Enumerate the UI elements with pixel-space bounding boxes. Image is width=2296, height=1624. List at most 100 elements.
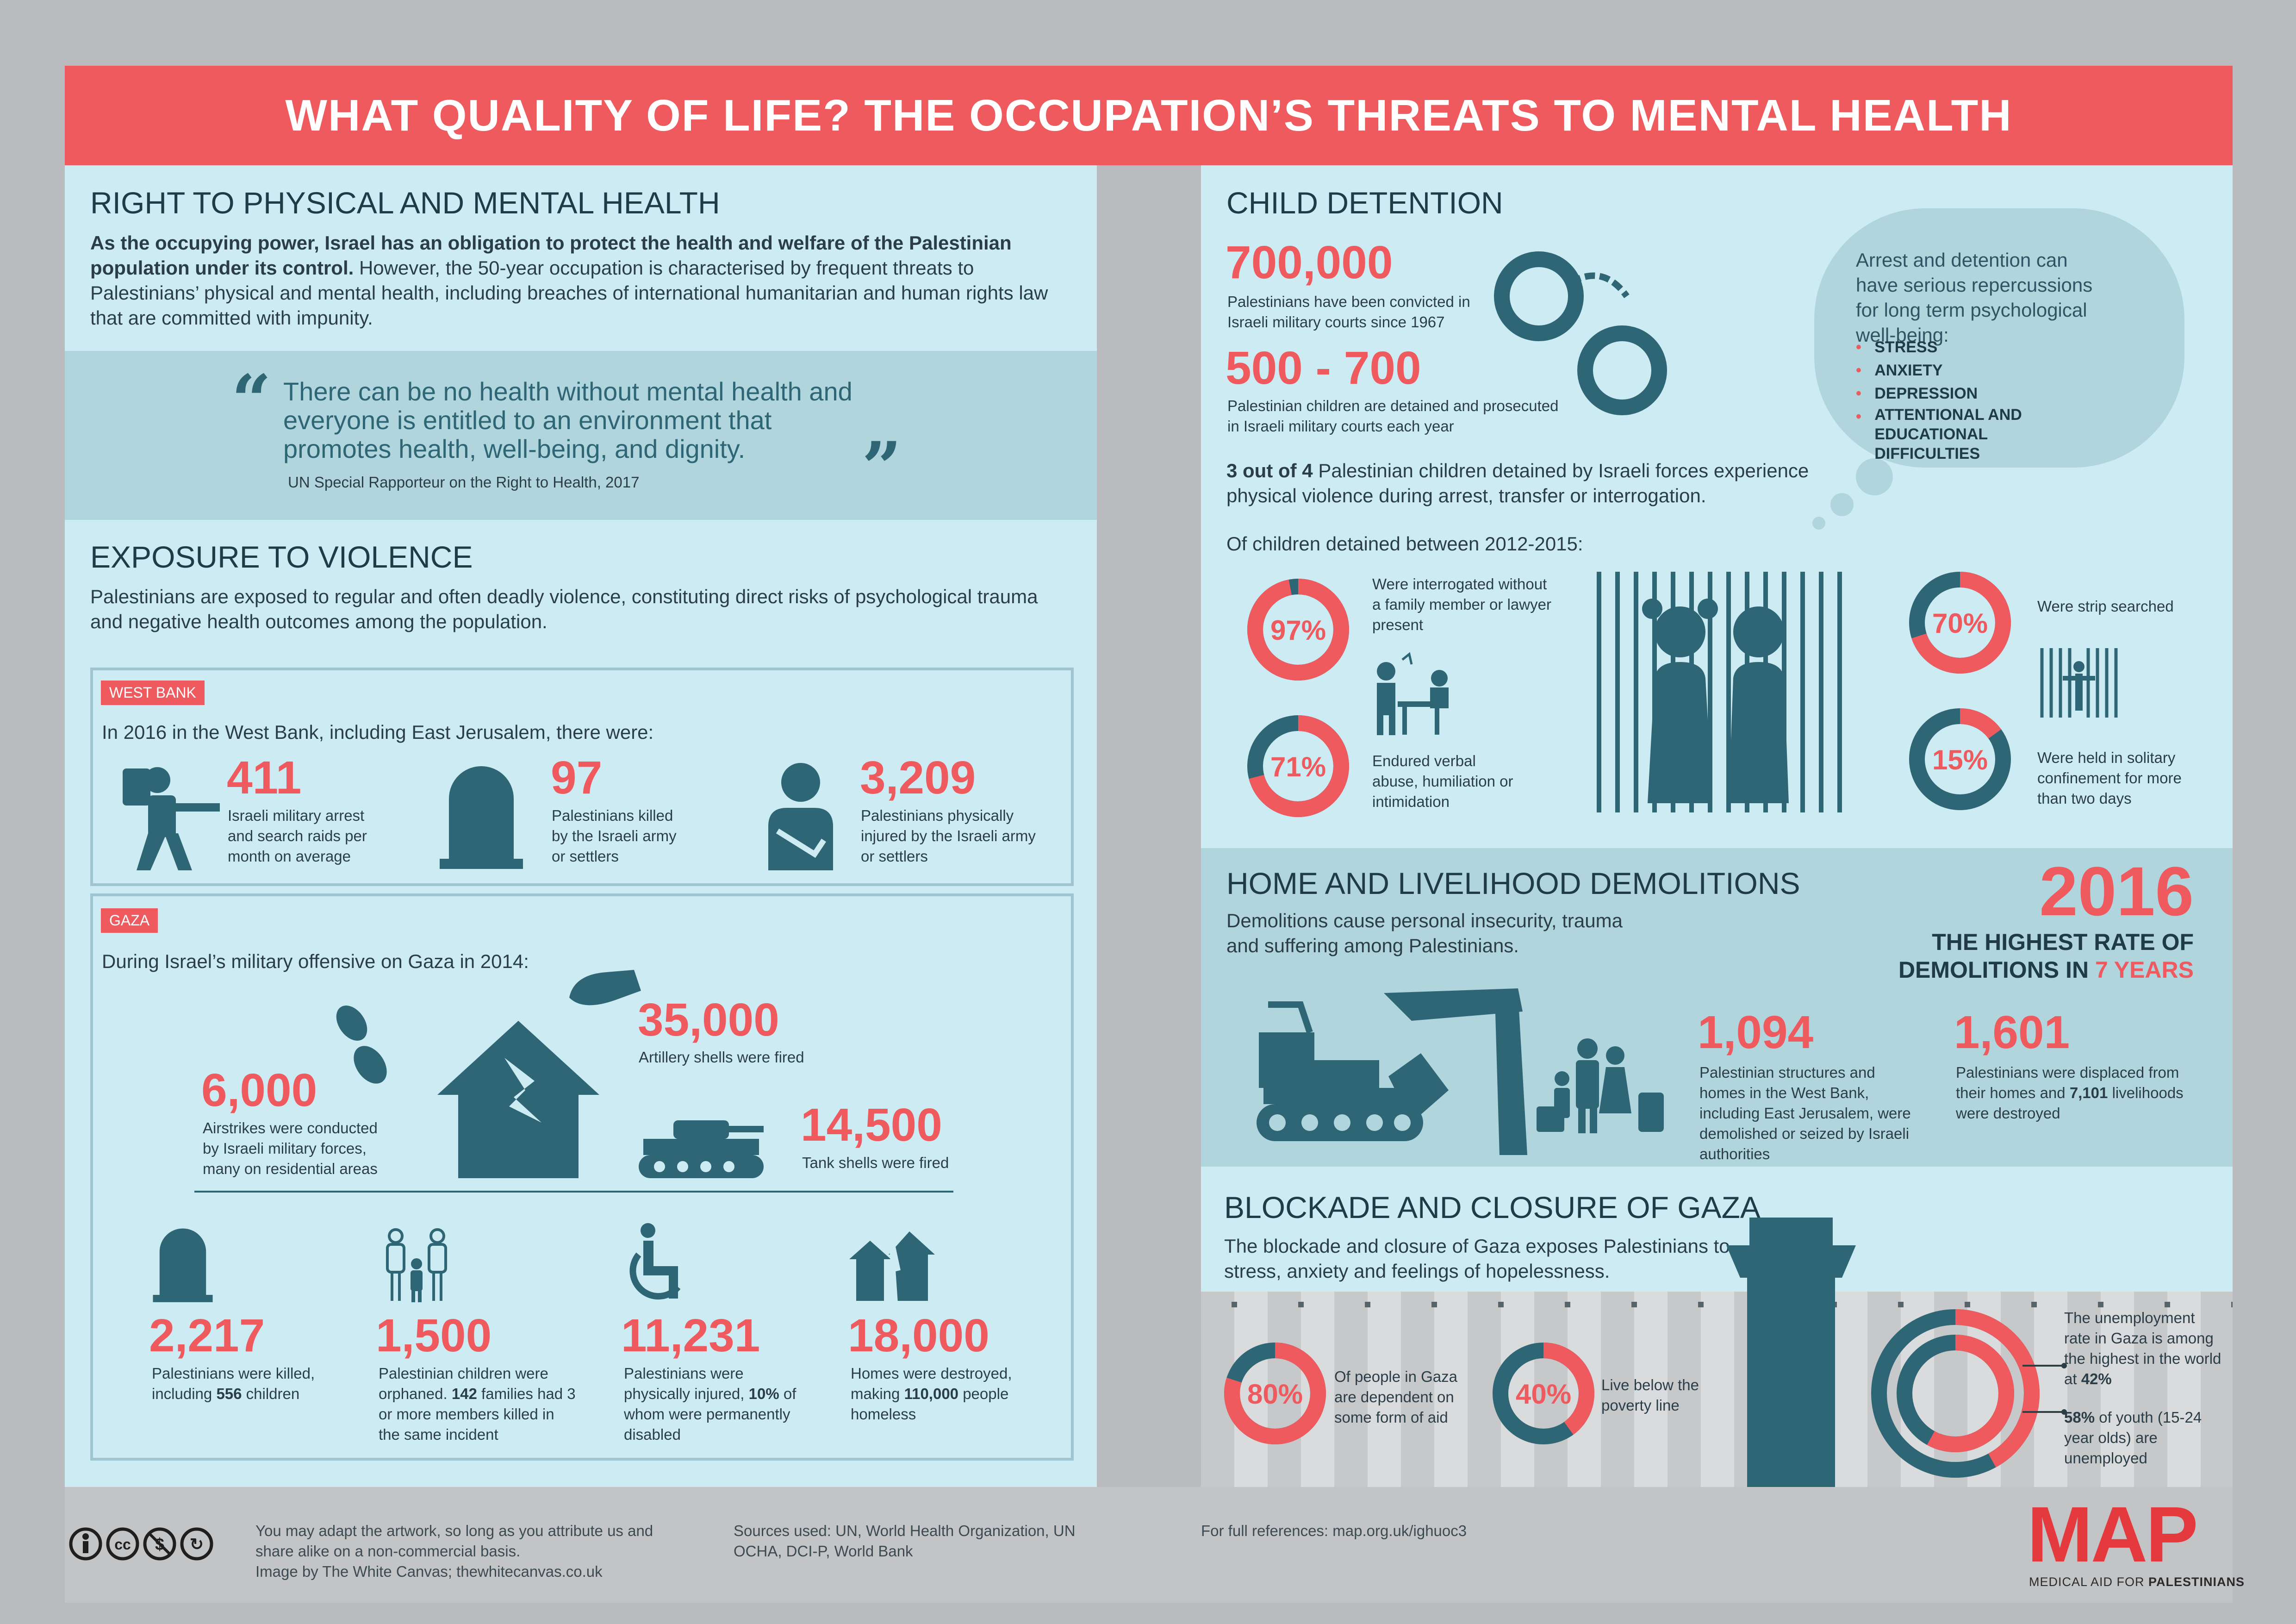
donut-70: 70% [1909,572,2011,674]
donut-value-label: 71% [1270,751,1326,782]
demolitions-highest: THE HIGHEST RATE OF DEMOLITIONS IN 7 YEA… [1805,928,2194,984]
stat-11231-label-b: of whom were permanently disabled [624,1385,796,1443]
map-logo-subtitle-b: PALESTINIANS [2148,1575,2245,1589]
right-to-health-text: As the occupying power, Israel has an ob… [90,231,1058,331]
displaced-family-icon [1537,1038,1664,1133]
stat-1601-label: Palestinians were displaced from their h… [1956,1062,2201,1124]
stat-3209: 3,209 [860,752,976,804]
donut-arc [1493,1343,1594,1444]
right-to-health-bold: As the occupying power, Israel has an ob… [90,232,1012,279]
cloud-item-anxiety-label: ANXIETY [1874,362,1943,379]
stat-2217-label: Palestinians were killed, including 556 … [152,1363,337,1404]
footer-references: For full references: map.org.uk/ighuoc3 [1201,1522,1467,1539]
stat-1094: 1,094 [1698,1006,1814,1058]
stat-18000-label: Homes were destroyed, making 110,000 peo… [851,1363,1036,1424]
youth-label: 58% of youth (15-24 year olds) are unemp… [2064,1407,2212,1468]
blockade-heading: BLOCKADE AND CLOSURE OF GAZA [1224,1190,1761,1224]
stat-2217-label-b: children [242,1385,300,1402]
callout-lines [2022,1363,2067,1415]
stat-11231-label: Palestinians were physically injured, 10… [624,1363,809,1445]
stat-411-label: Israeli military arrest and search raids… [228,807,367,865]
stat-11231: 11,231 [621,1310,760,1362]
excavator-arm-icon [1384,988,1527,1155]
wheelchair-icon [629,1223,681,1300]
page-title: WHAT QUALITY OF LIFE? THE OCCUPATION’S T… [65,66,2233,165]
stat-500-700: 500 - 700 [1226,342,1421,394]
cloud-item-attentional-label: ATTENTIONAL AND EDUCATIONAL DIFFICULTIES [1874,406,2022,462]
cloud-item-stress: • STRESS [1856,338,1938,356]
footer-credit: Image by The White Canvas; thewhitecanva… [255,1563,603,1580]
stat-6000-label: Airstrikes were conducted by Israeli mil… [203,1119,378,1177]
unemployment-label: The unemployment rate in Gaza is among t… [2064,1308,2221,1389]
stat-1500-bold: 142 [451,1385,477,1402]
donut-value-label: 15% [1932,744,1988,775]
soldier-icon [123,767,220,870]
youth-bold: 58% [2064,1409,2095,1426]
donut-97: 97% [1247,579,1349,681]
stat-11231-label-a: Palestinians were physically injured, [624,1365,749,1402]
donut-value-label: 70% [1932,608,1988,639]
donut-arc [1909,708,2011,810]
donut-71: 71% [1247,715,1349,817]
blockade-wall-dots [1201,1302,2233,1307]
unemployment-ring-42 [1871,1309,2040,1478]
map-logo: MAP [2027,1491,2198,1579]
footer-bar [65,1487,2233,1603]
footer-license: You may adapt the artwork, so long as yo… [255,1522,653,1560]
cc-license-icons: cc $ ↻ [69,1527,213,1561]
stat-14500-label: Tank shells were fired [802,1154,949,1171]
stat-1500-label: Palestinian children were orphaned. 142 … [379,1363,578,1445]
stat-700000-label: Palestinians have been convicted in Isra… [1227,293,1470,331]
three-of-four-body: Palestinian children detained by Israeli… [1226,460,1809,506]
stat-18000: 18,000 [848,1310,989,1362]
youth-text: of youth (15-24 year olds) are unemploye… [2064,1409,2202,1467]
donut-value-label: 80% [1247,1379,1303,1410]
injured-person-icon [768,763,833,870]
donut-arc [1247,715,1349,817]
tank-icon [639,1120,764,1178]
demolitions-year: 2016 [2039,852,2194,930]
gravestone-icon [440,766,523,869]
highest-line-2: DEMOLITIONS IN 7 YEARS [1805,956,2194,984]
three-of-four-bold: 3 out of 4 [1226,460,1313,481]
of-children-text: Of children detained between 2012-2015: [1226,533,1583,555]
gaza-box [90,893,1074,1461]
unemployment-ring-58 [1897,1335,2014,1452]
gaza-tag: GAZA [101,908,158,933]
close-quote-icon: ” [862,427,902,508]
donut-40: 40% [1493,1343,1594,1444]
highest-line-2-b: 7 YEARS [2095,957,2194,983]
interrogation-icon [1377,652,1449,735]
blockade-wall [1201,1292,2233,1487]
stat-1500-label-b: families had 3 or more members killed in… [379,1385,576,1443]
stat-2217: 2,217 [149,1310,265,1362]
stat-97: 97 [551,752,603,804]
jailed-children-icon [1597,572,1842,812]
stat-18000-label-b: people homeless [851,1385,1009,1423]
stat-6000: 6,000 [201,1064,317,1116]
bulldozer-icon [1257,1001,1423,1141]
gaza-intro: During Israel’s military offensive on Ga… [102,950,529,972]
blockade-body: The blockade and closure of Gaza exposes… [1224,1235,1730,1282]
destroyed-homes-icon [849,1231,935,1303]
stat-700000: 700,000 [1226,237,1393,288]
artillery-shell-icon [569,970,641,1006]
demolitions-body: Demolitions cause personal insecurity, t… [1226,910,1623,956]
thought-cloud-shape [1812,208,2184,530]
stat-18000-bold: 110,000 [904,1385,959,1402]
cloud-list: • STRESS • ANXIETY • DEPRESSION • ATTENT… [1856,336,2115,463]
family-icon [386,1228,447,1302]
svg-text:cc: cc [114,1536,131,1553]
west-bank-tag: WEST BANK [101,681,205,705]
gaza-divider [194,1191,953,1193]
violence-body: Palestinians are exposed to regular and … [90,586,1038,632]
cloud-item-stress-label: STRESS [1874,338,1938,356]
stat-35000-label: Artillery shells were fired [639,1049,804,1066]
stat-1601: 1,601 [1954,1006,2070,1058]
stat-14500: 14,500 [801,1099,942,1151]
cloud-text: Arrest and detention can have serious re… [1856,249,2093,346]
stat-97-label: Palestinians killed by the Israeli army … [552,807,677,865]
donut-80-label: Of people in Gaza are dependent on some … [1334,1368,1457,1426]
stat-1094-label: Palestinian structures and homes in the … [1699,1064,1911,1162]
cloud-item-anxiety: • ANXIETY [1856,362,1943,379]
